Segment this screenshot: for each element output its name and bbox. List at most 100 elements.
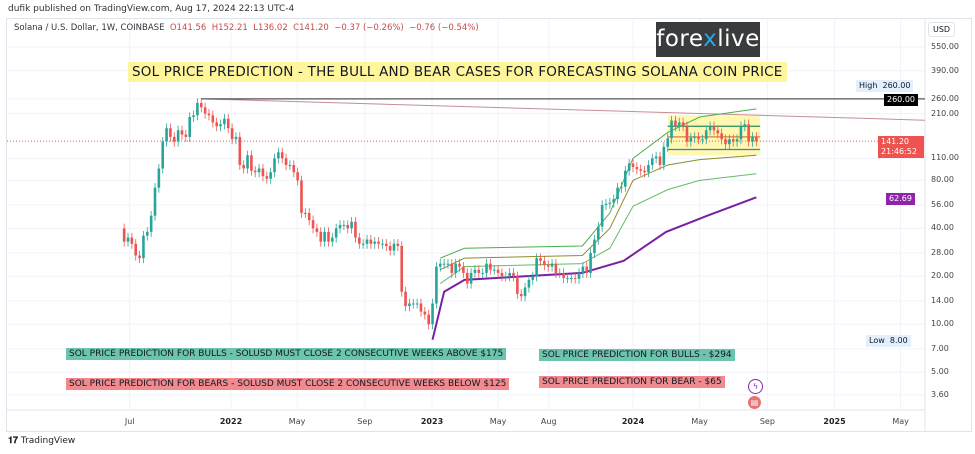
candle-body: [153, 187, 157, 216]
bears-target-note: SOL PRICE PREDICTION FOR BEAR - $65: [539, 376, 725, 388]
candle-body: [677, 122, 681, 127]
candle-body: [338, 224, 342, 229]
candle-body: [284, 158, 288, 165]
lightning-event-icon[interactable]: ϟ: [748, 379, 763, 394]
candle-body: [508, 272, 511, 277]
candle-body: [462, 266, 465, 273]
candle-body: [635, 167, 639, 170]
candle-body: [350, 221, 353, 229]
candle-body: [319, 231, 323, 242]
x-tick-label: 2023: [420, 417, 444, 426]
high-value: 260.00: [882, 81, 911, 90]
high-line-tag: 260.00: [884, 94, 918, 106]
candle-body: [473, 269, 477, 273]
candle-body: [323, 231, 326, 242]
candle-body: [454, 263, 457, 273]
candle-body: [458, 263, 461, 267]
symbol-legend: Solana / U.S. Dollar, 1W, COINBASE O141.…: [14, 23, 479, 33]
candle-body: [431, 303, 434, 325]
candle-body: [211, 115, 215, 123]
candle-body: [735, 139, 739, 142]
candle-body: [681, 122, 685, 127]
x-tick-label: 2025: [823, 417, 846, 426]
currency-button[interactable]: USD: [928, 22, 956, 37]
candle-body: [311, 220, 315, 229]
candle-body: [373, 241, 377, 244]
candle-body: [365, 239, 369, 244]
trendline: [201, 98, 926, 121]
us-flag-event-icon[interactable]: ▤: [748, 396, 761, 409]
candle-body: [562, 272, 565, 279]
candle-body: [354, 221, 357, 238]
y-tick-label: 20.00: [931, 271, 954, 281]
candle-body: [238, 136, 242, 165]
published-by: dufik published on TradingView.com, Aug …: [8, 4, 295, 14]
candle-body: [581, 266, 585, 273]
change-2: −0.76 (−0.54%): [409, 23, 479, 33]
candle-body: [716, 130, 720, 134]
candle-body: [712, 126, 716, 131]
candle-body: [188, 116, 191, 137]
bulls-target-note: SOL PRICE PREDICTION FOR BULLS - $294: [539, 349, 735, 361]
candle-body: [404, 291, 407, 307]
candle-body: [558, 272, 562, 274]
candle-body: [631, 163, 635, 168]
y-tick-label: 3.60: [931, 389, 949, 399]
candle-body: [199, 102, 203, 108]
candle-body: [250, 155, 253, 171]
y-tick-label: 56.00: [931, 200, 954, 210]
low-label: Low: [869, 336, 885, 345]
candle-body: [169, 128, 172, 137]
candle-body: [261, 168, 265, 177]
candle-body: [662, 146, 666, 165]
candle-body: [165, 128, 168, 142]
candle-body: [674, 120, 677, 127]
y-tick-label: 14.00: [931, 295, 954, 305]
candle-body: [377, 241, 380, 244]
chart-frame: [6, 18, 972, 432]
candle-body: [570, 278, 573, 280]
candle-body: [203, 107, 207, 114]
candle-body: [435, 266, 438, 304]
tradingview-mark-icon: 𝟏𝟕: [8, 436, 19, 446]
candle-body: [523, 287, 527, 297]
candle-body: [253, 170, 257, 173]
y-tick-label: 210.00: [931, 108, 959, 118]
candle-body: [145, 231, 149, 236]
candle-body: [122, 228, 126, 242]
candle-body: [616, 187, 619, 200]
y-tick-label: 550.00: [931, 42, 959, 51]
candle-body: [670, 120, 673, 139]
high-tag: High 260.00: [856, 80, 914, 92]
y-tick-label: 80.00: [931, 175, 954, 185]
low-tag: Low 8.00: [866, 335, 911, 347]
candle-body: [207, 113, 211, 116]
candle-body: [331, 237, 334, 242]
candle-body: [400, 245, 404, 292]
candle-body: [747, 124, 750, 142]
candle-body: [577, 272, 581, 279]
x-tick-label: May: [691, 417, 708, 426]
candle-body: [566, 278, 569, 280]
x-tick-label: May: [288, 417, 306, 426]
candle-body: [411, 303, 415, 305]
candle-body: [427, 314, 430, 325]
y-tick-label: 110.00: [931, 153, 959, 163]
candle-body: [755, 136, 758, 142]
candle-body: [296, 172, 299, 181]
y-tick-label: 7.00: [931, 343, 949, 353]
candle-body: [327, 231, 330, 242]
candle-body: [307, 212, 311, 221]
candle-body: [597, 226, 600, 240]
change: −0.37 (−0.26%): [334, 23, 404, 33]
candle-body: [535, 258, 538, 277]
candle-body: [666, 138, 669, 147]
candle-body: [543, 260, 546, 266]
x-tick-label: 2022: [219, 417, 243, 426]
candle-body: [192, 115, 195, 117]
candle-body: [315, 228, 319, 232]
tradingview-logo[interactable]: 𝟏𝟕 TradingView: [8, 436, 75, 446]
candle-body: [489, 263, 492, 270]
candle-body: [215, 122, 218, 127]
candle-body: [546, 265, 550, 267]
